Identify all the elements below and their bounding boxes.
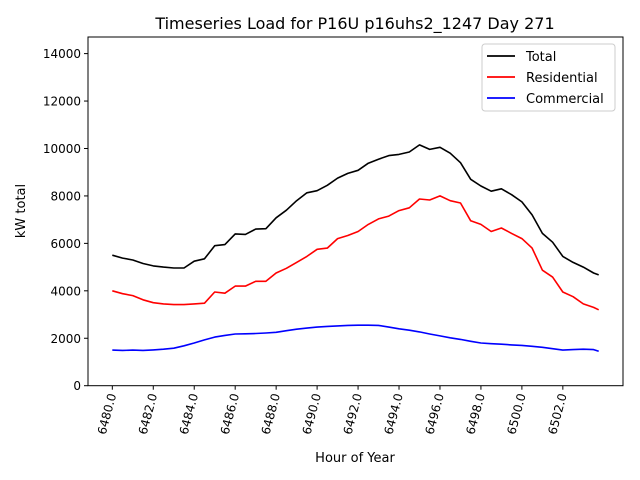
y-tick-label: 6000 bbox=[50, 237, 81, 251]
legend-label-total: Total bbox=[525, 50, 556, 65]
plot-area bbox=[112, 144, 600, 353]
y-tick-label: 10000 bbox=[43, 142, 81, 156]
legend-label-residential: Residential bbox=[526, 71, 598, 86]
chart-title: Timeseries Load for P16U p16uhs2_1247 Da… bbox=[154, 14, 554, 34]
y-tick-label: 0 bbox=[73, 379, 81, 393]
axes-frame bbox=[87, 36, 624, 387]
y-tick-label: 2000 bbox=[50, 332, 81, 346]
y-tick-label: 12000 bbox=[43, 95, 81, 109]
legend-box bbox=[481, 43, 616, 112]
x-axis-label: Hour of Year bbox=[315, 451, 395, 466]
y-axis-label: kW total bbox=[14, 184, 29, 238]
y-tick-label: 14000 bbox=[43, 47, 81, 61]
series-line-residential bbox=[112, 195, 600, 311]
y-tick-label: 4000 bbox=[50, 284, 81, 298]
legend-label-commercial: Commercial bbox=[526, 92, 604, 107]
series-line-total bbox=[112, 144, 599, 276]
series-line-commercial bbox=[112, 324, 599, 353]
y-axis: 0 2000 4000 6000 8000 10000 12000 14000 bbox=[43, 47, 88, 393]
legend: Total Residential Commercial bbox=[481, 43, 616, 112]
y-tick-label: 8000 bbox=[50, 189, 81, 203]
